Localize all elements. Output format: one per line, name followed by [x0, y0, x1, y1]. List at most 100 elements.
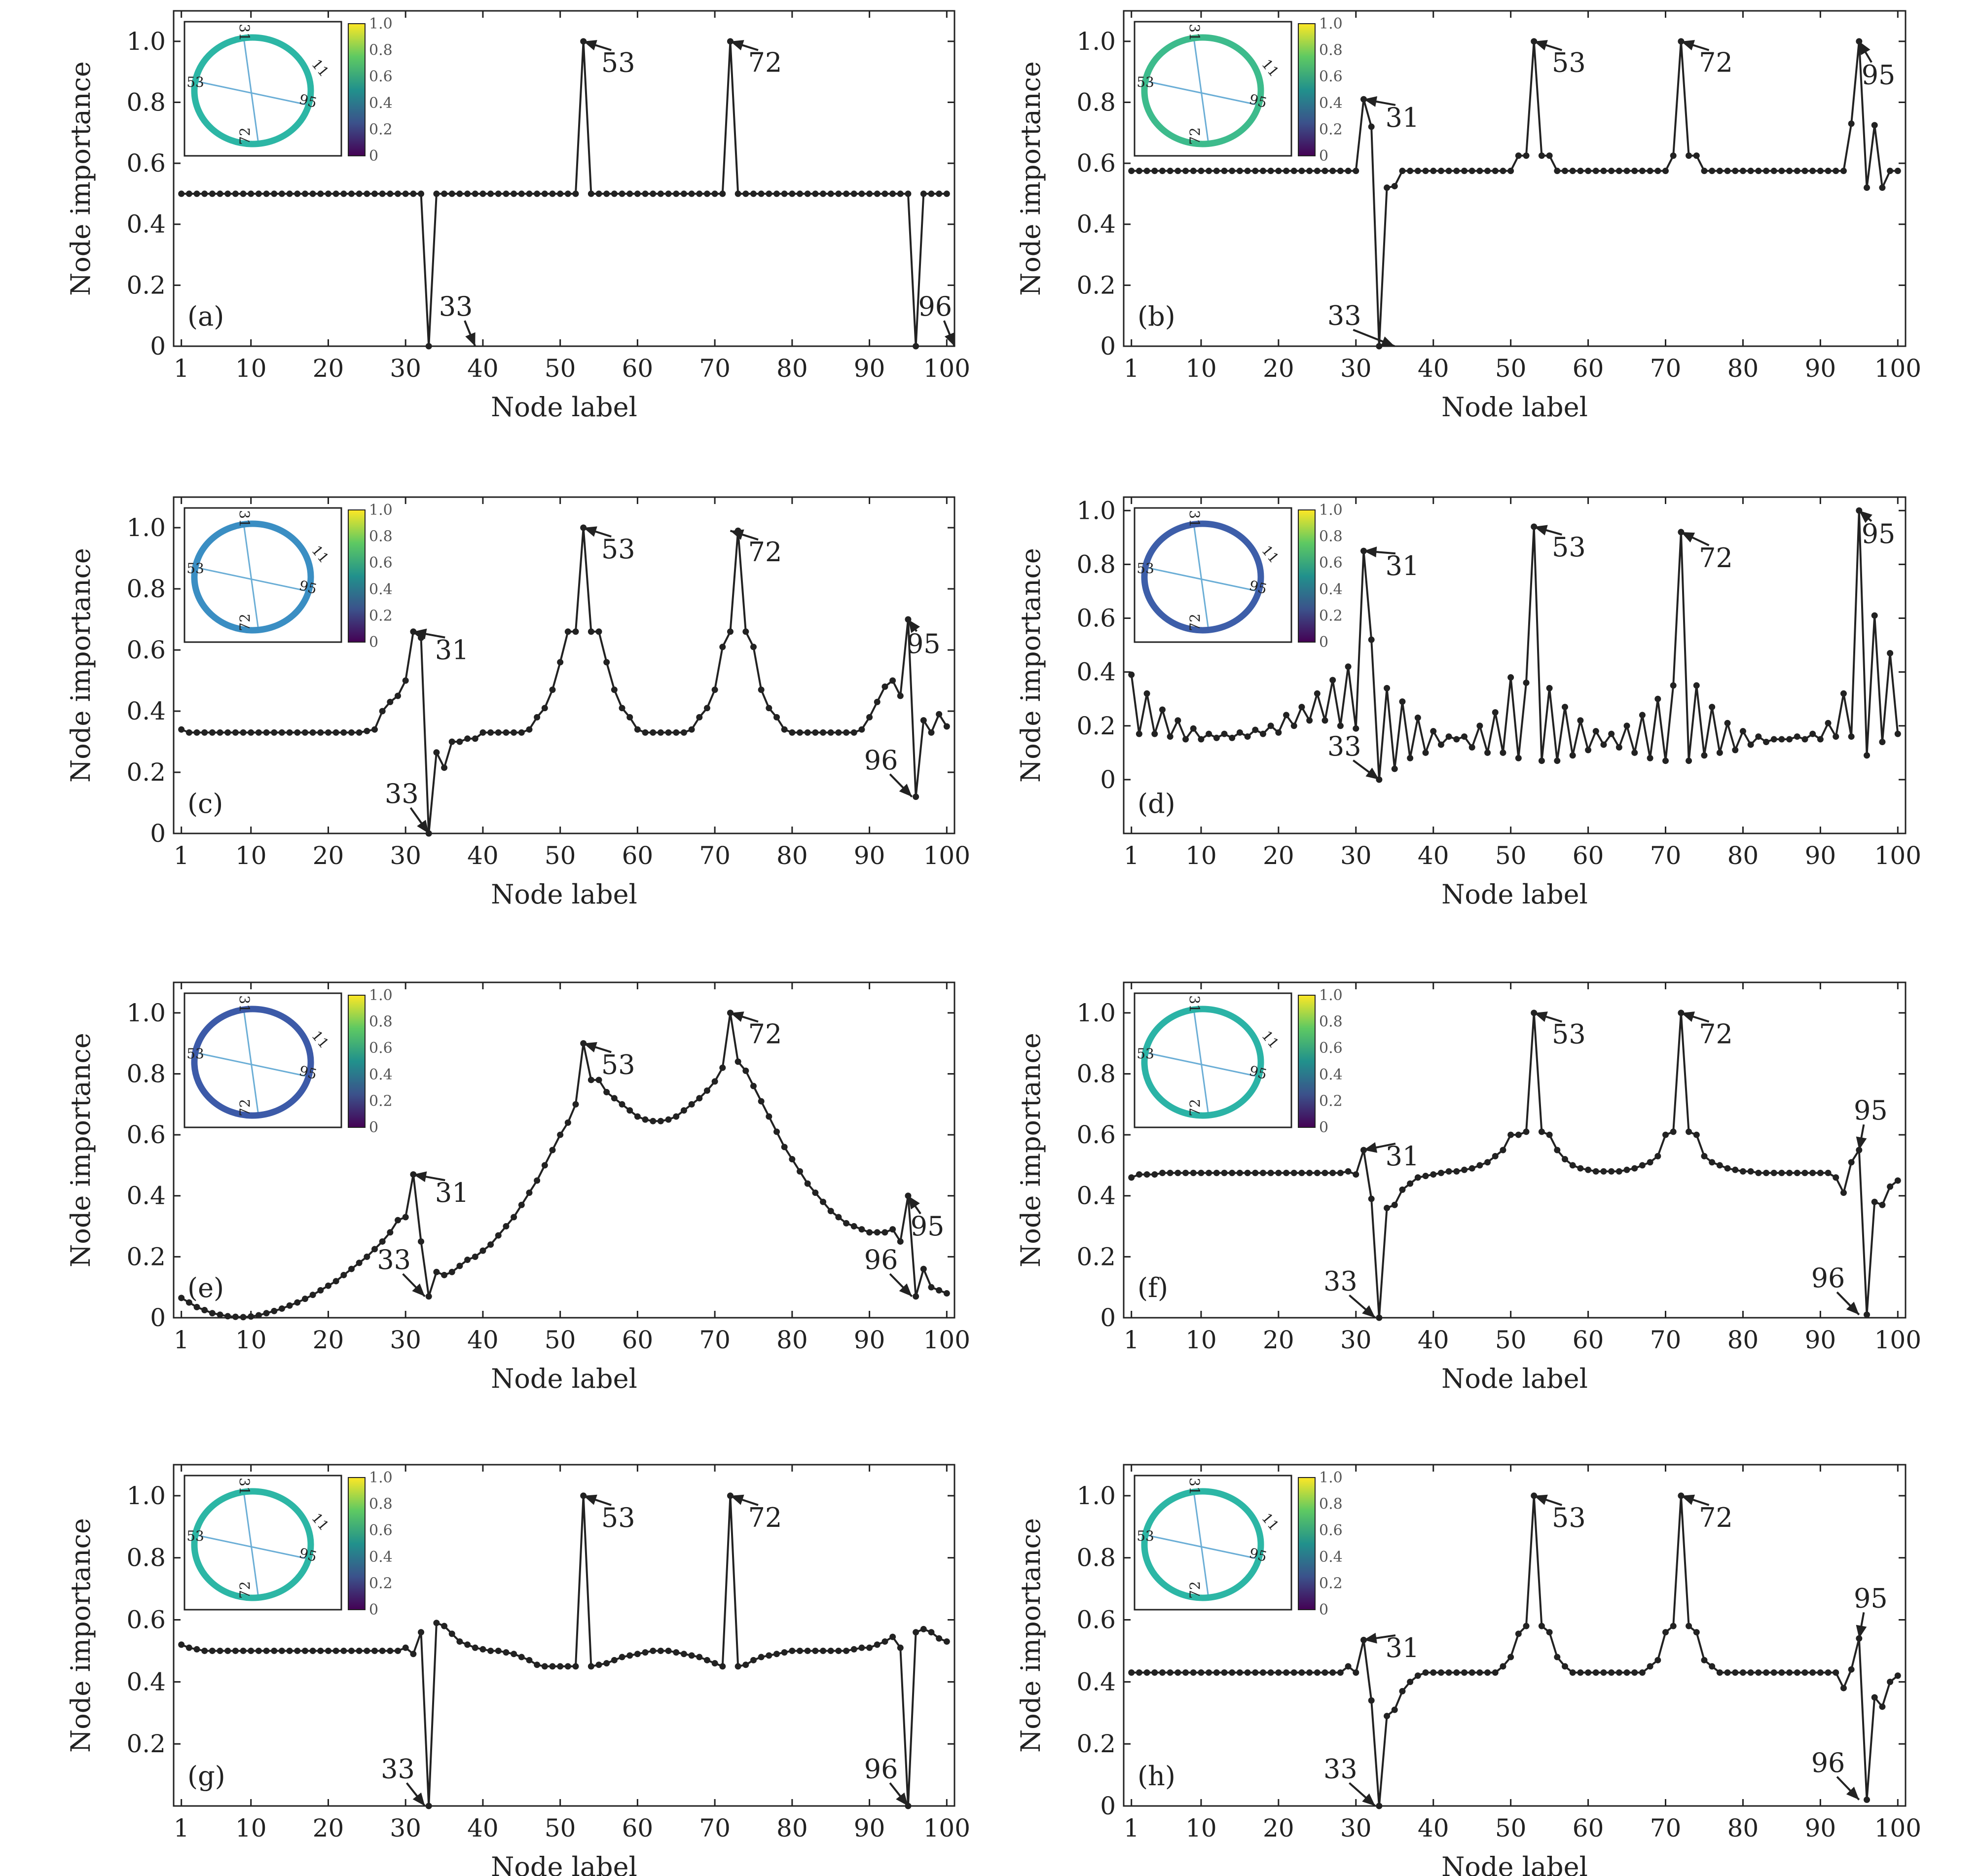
data-point: [673, 729, 680, 736]
data-point: [1554, 1654, 1561, 1660]
panel-label: (g): [187, 1761, 225, 1792]
data-point: [1484, 168, 1491, 175]
data-point: [858, 190, 865, 197]
data-point: [634, 1113, 641, 1120]
data-point: [897, 1238, 904, 1245]
colorbar-tick-label: 0: [1319, 1601, 1328, 1619]
annotation-label: 31: [1386, 550, 1420, 581]
data-point: [1437, 168, 1444, 175]
data-point: [387, 190, 394, 197]
data-point: [425, 1293, 432, 1300]
x-tick-label: 20: [313, 1814, 344, 1842]
data-point: [820, 1647, 827, 1654]
data-point: [866, 1229, 873, 1236]
data-point: [665, 1647, 672, 1654]
data-point: [1817, 1669, 1824, 1676]
data-point: [1468, 168, 1475, 175]
x-tick-label: 70: [699, 354, 731, 383]
data-point: [1213, 1169, 1220, 1176]
data-point: [1399, 1688, 1406, 1695]
x-tick-label: 90: [854, 841, 885, 870]
data-point: [232, 729, 239, 736]
data-point: [1585, 1166, 1592, 1173]
colorbar-tick-label: 0.2: [1319, 607, 1343, 624]
data-point: [820, 190, 827, 197]
colorbar-tick-label: 0: [369, 634, 378, 651]
data-point: [1407, 1678, 1414, 1685]
y-tick-label: 0.2: [1076, 1730, 1116, 1758]
data-point: [742, 628, 749, 635]
data-point: [317, 729, 324, 736]
data-point: [1716, 1162, 1723, 1169]
data-point: [1615, 168, 1622, 175]
data-point: [1244, 1669, 1251, 1676]
data-point: [688, 726, 695, 733]
data-point: [232, 190, 239, 197]
data-point: [1314, 690, 1321, 697]
data-point: [572, 628, 579, 635]
x-tick-label: 10: [235, 1814, 267, 1842]
y-tick-label: 0: [1100, 1303, 1116, 1332]
data-point: [1654, 168, 1661, 175]
annotation-label: 95: [1862, 518, 1896, 549]
data-point: [1871, 1694, 1878, 1701]
data-point: [1546, 1629, 1553, 1636]
data-point: [804, 1180, 811, 1187]
inset-chord-edge: [194, 1534, 311, 1560]
data-point: [1801, 736, 1808, 743]
annotation-label: 53: [1552, 1502, 1586, 1533]
data-point: [789, 1156, 796, 1163]
data-point: [1430, 1669, 1437, 1676]
data-point: [1833, 733, 1839, 740]
data-point: [1445, 733, 1452, 740]
inset-frame: [183, 21, 342, 157]
data-point: [395, 692, 402, 699]
data-point: [1569, 752, 1576, 759]
data-point: [611, 190, 618, 197]
data-point: [495, 729, 502, 736]
data-point: [185, 190, 192, 197]
annotation-arrowhead: [896, 1792, 908, 1806]
data-point: [511, 1214, 517, 1221]
data-point: [278, 1647, 285, 1654]
data-point: [1592, 728, 1599, 735]
data-point: [255, 1647, 262, 1654]
y-axis-label: Node importance: [65, 1518, 96, 1753]
x-tick-label: 80: [1727, 841, 1759, 870]
x-tick-label: 50: [1495, 1814, 1527, 1842]
y-tick-label: 0.8: [1076, 88, 1116, 116]
x-axis-label: Node label: [491, 1851, 637, 1876]
data-point: [1778, 736, 1785, 743]
data-point: [294, 1299, 301, 1306]
annotation-label: 72: [1699, 1019, 1733, 1050]
data-point: [518, 729, 525, 736]
data-point: [1716, 1669, 1723, 1676]
colorbar-tick-label: 0.8: [1319, 1013, 1343, 1031]
y-tick-label: 0.6: [126, 1120, 166, 1149]
data-point: [1887, 168, 1894, 175]
colorbar-tick-label: 0.4: [369, 95, 393, 112]
data-point: [1391, 1201, 1398, 1208]
x-tick-label: 40: [467, 1326, 499, 1354]
data-point: [1670, 1128, 1677, 1135]
data-point: [209, 190, 216, 197]
colorbar: [348, 23, 366, 156]
data-point: [1887, 649, 1894, 656]
colorbar-tick-label: 0: [369, 1119, 378, 1136]
data-point: [1275, 729, 1282, 736]
x-tick-label: 80: [1727, 1814, 1759, 1842]
data-point: [301, 190, 308, 197]
colorbar-tick-label: 0: [1319, 634, 1328, 651]
data-point: [734, 1663, 741, 1670]
data-point: [928, 729, 935, 736]
colorbar-tick-label: 0: [1319, 147, 1328, 165]
inset-frame: [1134, 21, 1292, 157]
data-point: [1786, 736, 1793, 743]
data-point: [549, 190, 556, 197]
data-point: [1825, 168, 1832, 175]
data-point: [1515, 1630, 1522, 1637]
data-point: [294, 729, 301, 736]
inset-node-label: 53: [1137, 1046, 1154, 1062]
inset-node-label: 31: [1186, 995, 1203, 1013]
